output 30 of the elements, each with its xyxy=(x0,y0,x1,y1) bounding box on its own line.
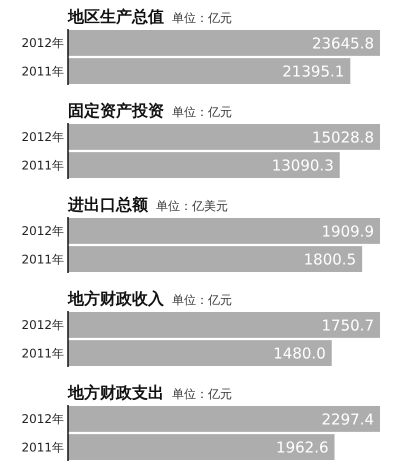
data-label: 1962.6 xyxy=(276,438,329,456)
y-tick-label: 2012年 xyxy=(21,412,64,426)
y-tick-label: 2012年 xyxy=(21,224,64,238)
y-tick-label: 2011年 xyxy=(21,252,64,266)
data-label: 15028.8 xyxy=(312,128,374,146)
data-label: 1800.5 xyxy=(304,250,356,268)
chart-title: 地方财政收入 xyxy=(68,289,164,308)
data-label: 1750.7 xyxy=(322,316,374,334)
chart-title: 地区生产总值 xyxy=(68,7,164,26)
data-label: 23645.8 xyxy=(312,34,374,52)
chart-subtitle: 单位：亿元 xyxy=(172,293,232,307)
chart-subtitle: 单位：亿美元 xyxy=(156,199,228,213)
chart-title: 固定资产投资 xyxy=(68,101,164,120)
chart-subtitle: 单位：亿元 xyxy=(172,105,232,119)
data-label: 1909.9 xyxy=(322,222,374,240)
y-tick-label: 2011年 xyxy=(21,158,64,172)
chart-subtitle: 单位：亿元 xyxy=(172,387,232,401)
data-label: 2297.4 xyxy=(322,410,374,428)
y-tick-label: 2011年 xyxy=(21,440,64,454)
y-tick-label: 2011年 xyxy=(21,64,64,78)
chart-title: 进出口总额 xyxy=(68,195,148,214)
data-label: 1480.0 xyxy=(273,344,326,362)
chart-title: 地方财政支出 xyxy=(68,383,164,402)
y-tick-label: 2012年 xyxy=(21,318,64,332)
y-tick-label: 2011年 xyxy=(21,346,64,360)
data-label: 13090.3 xyxy=(272,156,334,174)
data-label: 21395.1 xyxy=(282,62,344,80)
chart-subtitle: 单位：亿元 xyxy=(172,11,232,25)
y-tick-label: 2012年 xyxy=(21,130,64,144)
y-tick-label: 2012年 xyxy=(21,36,64,50)
